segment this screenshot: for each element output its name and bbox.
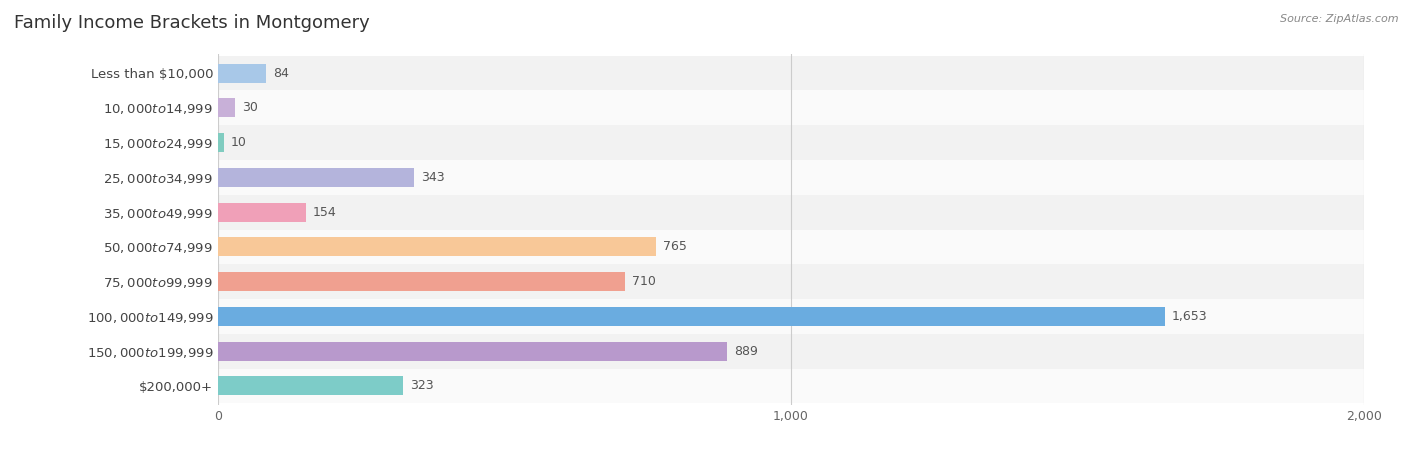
Text: 1,653: 1,653 (1171, 310, 1208, 323)
Bar (218, 98, 235, 117)
Bar (218, 160, 1364, 195)
Bar (218, 195, 1364, 230)
Bar (218, 342, 727, 361)
Text: 84: 84 (273, 67, 288, 80)
Bar (218, 90, 1364, 125)
Text: 154: 154 (314, 206, 337, 219)
Bar (218, 272, 624, 291)
Bar (218, 125, 1364, 160)
Text: 889: 889 (734, 345, 758, 358)
Bar (218, 56, 1364, 90)
Text: Source: ZipAtlas.com: Source: ZipAtlas.com (1281, 14, 1399, 23)
Bar (218, 376, 404, 396)
Text: 10: 10 (231, 136, 246, 149)
Bar (218, 334, 1364, 369)
Text: 710: 710 (631, 275, 655, 288)
Bar (218, 237, 657, 256)
Bar (218, 369, 1364, 403)
Text: Family Income Brackets in Montgomery: Family Income Brackets in Montgomery (14, 14, 370, 32)
Text: 343: 343 (422, 171, 444, 184)
Bar (218, 307, 1166, 326)
Text: 765: 765 (664, 240, 688, 253)
Bar (218, 63, 266, 83)
Text: 323: 323 (411, 379, 433, 392)
Bar (218, 202, 307, 222)
Bar (218, 230, 1364, 264)
Bar (218, 299, 1364, 334)
Bar (218, 264, 1364, 299)
Bar (218, 168, 415, 187)
Bar (218, 133, 224, 152)
Text: 30: 30 (242, 101, 257, 114)
